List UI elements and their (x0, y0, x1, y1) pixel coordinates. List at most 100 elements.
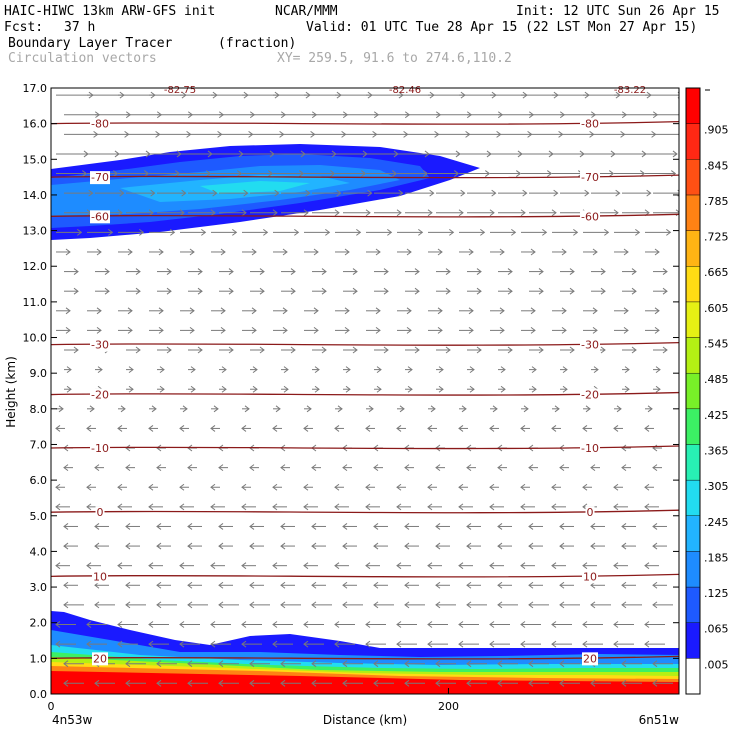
vector-head (435, 601, 441, 609)
vector-head (127, 248, 133, 256)
y-axis: 0.0 1.0 2.0 3.0 4.0 5.0 6.0 7.0 8.0 9.0 10.0 11.0 12… (23, 82, 679, 701)
vector-head (383, 268, 389, 275)
vector-head (435, 581, 441, 589)
vector-head (303, 503, 309, 511)
isotherm-label-bg (92, 570, 108, 584)
vector-head (662, 287, 668, 295)
vector-head (135, 346, 141, 354)
vector-head (600, 346, 606, 354)
vector-head (55, 483, 61, 491)
vector-head (414, 287, 420, 295)
vector-head (365, 209, 371, 217)
vector-head (466, 523, 472, 530)
vector-head (127, 326, 133, 334)
vector-head (63, 679, 69, 687)
vector-head (197, 268, 203, 275)
vector-head (466, 601, 472, 609)
vector-head (306, 405, 312, 413)
vector-head (117, 483, 123, 491)
vector-head (365, 503, 371, 511)
y-tick-label: 2.0 (30, 617, 48, 630)
vector-head (360, 170, 367, 177)
vector-head (298, 170, 305, 177)
vector-head (156, 542, 162, 550)
x-tick-label: 200 (438, 700, 459, 713)
vector-head (373, 601, 379, 609)
vector-head (148, 640, 154, 648)
vector-head (435, 660, 441, 668)
vector-head (414, 346, 420, 354)
vector-head (373, 679, 379, 687)
vector-head (272, 209, 278, 217)
vector-head (243, 189, 249, 197)
vector-head (569, 287, 575, 295)
vector-head (128, 385, 134, 393)
vector-head (117, 562, 123, 570)
vector-head (375, 326, 381, 334)
vector-head (63, 523, 69, 530)
vector-head (511, 228, 517, 236)
model-title: HAIC-HIWC 13km ARW-GFS init (4, 4, 216, 19)
vector-head (210, 209, 216, 217)
isotherm-label: 10 (93, 570, 107, 583)
vector-head (272, 503, 278, 511)
vector-head (73, 346, 79, 354)
vector-head (520, 425, 526, 432)
vector-head (63, 542, 69, 550)
vector-head (283, 366, 289, 374)
vector-head (342, 679, 348, 687)
vector-head (623, 307, 629, 315)
vector-head (418, 228, 424, 236)
vector-head (500, 385, 506, 393)
vector-head (311, 581, 317, 589)
vector-head (272, 621, 278, 628)
vector-head (179, 621, 185, 628)
vector-head (383, 287, 389, 295)
vector-head (352, 346, 358, 354)
colorbar-swatch (685, 301, 701, 338)
vector-head (158, 326, 164, 334)
vector-head (559, 679, 565, 687)
vector-head (263, 228, 269, 236)
vector-head (582, 562, 588, 570)
colorbar-swatch (685, 87, 701, 124)
isotherm-label-bg (95, 506, 105, 520)
vector-head (325, 228, 331, 236)
vector-head (613, 503, 619, 511)
vector-head (528, 601, 534, 609)
vector-head (96, 248, 102, 256)
vector-head (528, 581, 534, 589)
vector-head (125, 581, 131, 589)
vector-head (662, 268, 668, 275)
y-tick-label: 15.0 (23, 153, 48, 166)
vector-head (590, 601, 596, 609)
vector-head (342, 581, 348, 589)
vector-head (282, 326, 288, 334)
y-tick-label: 17.0 (23, 82, 48, 95)
isotherm-label: -70 (91, 171, 109, 184)
vector-head (437, 248, 443, 256)
vector-head (187, 581, 193, 589)
vector-head (497, 542, 503, 550)
vector-head (228, 346, 234, 354)
vector-head (621, 679, 627, 687)
vector-head (311, 464, 317, 472)
vector-head (241, 425, 247, 432)
vector-head (212, 189, 218, 197)
vector-head (120, 405, 126, 413)
vector-head (621, 581, 627, 589)
vector-head (365, 621, 371, 628)
vector-head (280, 660, 286, 668)
colorbar-label: .665 (704, 266, 729, 279)
vector-head (489, 640, 495, 648)
vector-head (63, 581, 69, 589)
vector-head (507, 346, 513, 354)
vector-head (65, 248, 71, 256)
vector-head (427, 562, 433, 570)
vector-head (569, 268, 575, 275)
colorbar-swatch (685, 230, 701, 267)
colorbar-swatch (685, 622, 701, 659)
colorbar-swatch (685, 408, 701, 445)
vector-head (280, 581, 286, 589)
vector-head (621, 660, 627, 668)
